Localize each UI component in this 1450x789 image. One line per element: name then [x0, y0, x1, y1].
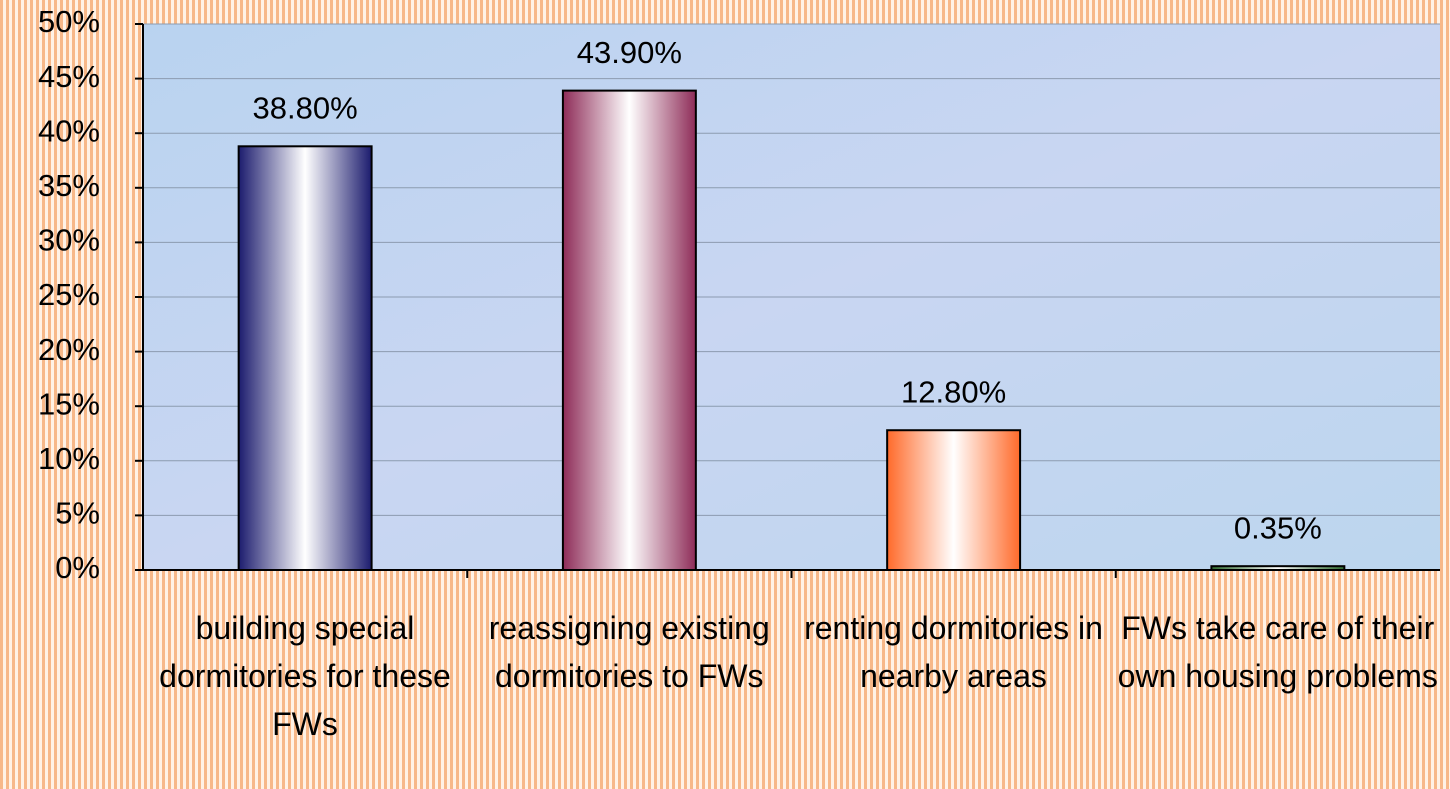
data-label: 43.90%	[577, 35, 682, 70]
data-label: 12.80%	[901, 374, 1006, 409]
y-tick-label: 15%	[38, 386, 100, 421]
y-tick-label: 30%	[38, 223, 100, 258]
x-tick-label: renting dormitories in nearby areas	[804, 610, 1103, 694]
y-tick-label: 20%	[38, 332, 100, 367]
data-label: 0.35%	[1234, 510, 1322, 545]
data-label: 38.80%	[253, 90, 358, 125]
x-tick-label: building special dormitories for these F…	[159, 610, 451, 742]
bar	[237, 145, 373, 572]
x-tick-label: FWs take care of their own housing probl…	[1117, 610, 1438, 694]
y-tick-label: 40%	[38, 113, 100, 148]
y-tick-label: 5%	[55, 496, 100, 531]
y-tick-label: 25%	[38, 277, 100, 312]
bar	[1210, 565, 1346, 571]
y-tick-label: 10%	[38, 441, 100, 476]
x-tick-label: reassigning existing dormitories to FWs	[488, 610, 770, 694]
y-tick-label: 35%	[38, 168, 100, 203]
bar	[561, 89, 697, 571]
y-tick-label: 50%	[38, 4, 100, 39]
bar	[886, 429, 1022, 571]
y-tick-label: 0%	[55, 550, 100, 585]
y-tick-label: 45%	[38, 59, 100, 94]
